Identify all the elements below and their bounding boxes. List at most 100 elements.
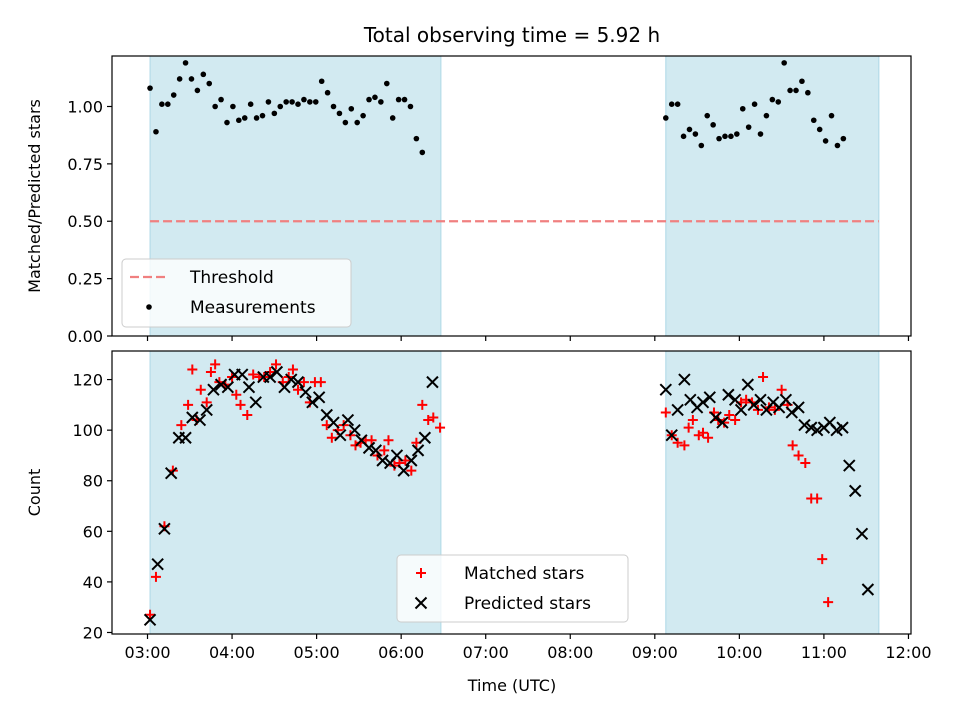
measurement-point <box>176 76 183 82</box>
legend-swatch <box>146 304 152 310</box>
predicted-star-point <box>214 378 228 391</box>
measurement-point <box>389 115 396 121</box>
predicted-star-point <box>334 429 347 442</box>
measurement-point <box>301 96 307 103</box>
x-tick-label: 12:00 <box>885 643 931 662</box>
measurement-point <box>734 131 740 137</box>
matched-star-point <box>776 384 787 395</box>
matched-star-point <box>800 458 811 469</box>
predicted-star-point <box>369 444 383 457</box>
x-tick-label: 08:00 <box>547 643 593 662</box>
legend-label: Matched stars <box>464 564 584 584</box>
measurement-point <box>360 112 366 119</box>
x-tick-label: 05:00 <box>294 643 340 662</box>
matched-star-point <box>150 571 161 582</box>
ratio-panel: 0.00 0.25 0.50 0.75 1.00 Matched/Predicted st… <box>25 55 912 346</box>
measurement-point <box>413 135 420 142</box>
predicted-star-point <box>848 484 862 498</box>
predicted-star-point <box>843 459 856 472</box>
measurement-point <box>686 126 693 133</box>
measurement-point <box>165 101 171 107</box>
matched-star-point <box>201 397 212 408</box>
x-tick-label: 07:00 <box>463 643 509 662</box>
measurement-point <box>775 99 782 105</box>
matched-star-point <box>787 440 798 451</box>
measurement-point <box>799 78 805 85</box>
measurement-point <box>751 101 758 107</box>
predicted-star-point <box>665 429 678 442</box>
matched-star-point <box>366 435 377 446</box>
predicted-star-point <box>285 373 298 386</box>
predicted-star-point <box>193 413 207 427</box>
observing-window-2 <box>665 55 880 337</box>
measurement-point <box>153 128 159 135</box>
predicted-star-point <box>734 403 748 417</box>
measurement-point <box>793 87 799 94</box>
predicted-star-point <box>327 416 340 429</box>
predicted-star-point <box>810 423 824 437</box>
x-axis-label: Time (UTC) <box>467 676 556 695</box>
matched-star-point <box>698 427 709 438</box>
y-tick-label: 40 <box>83 573 103 592</box>
measurement-point <box>336 110 343 117</box>
measurement-point <box>224 119 230 126</box>
predicted-star-point <box>785 406 798 419</box>
predicted-star-point <box>263 370 277 384</box>
matched-star-point <box>176 420 187 431</box>
measurement-point <box>295 101 301 107</box>
measurement-point <box>147 85 153 91</box>
matched-star-point <box>183 399 194 410</box>
legend-box <box>396 554 629 623</box>
measurement-point <box>704 112 711 119</box>
matched-star-point <box>242 409 253 420</box>
matched-star-point <box>730 415 741 426</box>
measurement-point <box>247 101 254 107</box>
matched-star-point <box>812 493 823 504</box>
matched-star-point <box>389 460 400 471</box>
series-measurements <box>147 60 847 156</box>
measurement-point <box>307 99 313 105</box>
matched-star-point <box>428 412 439 423</box>
measurement-point <box>834 142 841 149</box>
predicted-star-point <box>836 421 849 434</box>
matched-star-point <box>205 366 216 377</box>
matched-star-point <box>672 437 683 448</box>
matched-star-point <box>435 422 446 433</box>
measurement-point <box>663 115 669 121</box>
measurement-point <box>312 99 319 105</box>
predicted-star-point <box>426 375 439 389</box>
matched-star-point <box>383 435 394 446</box>
predicted-star-point <box>418 431 432 444</box>
predicted-star-point <box>299 386 312 399</box>
measurement-point <box>395 96 402 103</box>
predicted-star-point <box>221 380 235 394</box>
matched-star-point <box>235 399 246 410</box>
measurement-point <box>668 101 675 107</box>
measurement-point <box>182 60 189 66</box>
matched-star-point <box>703 432 714 443</box>
measurement-point <box>692 131 699 137</box>
matched-star-point <box>293 384 304 395</box>
counts-panel: 20 40 60 80 100 120 03:00 04:00 05:00 06:00 07:00 0… <box>25 350 932 662</box>
measurement-point <box>324 89 331 96</box>
predicted-star-point <box>151 557 164 571</box>
measurement-point <box>828 112 835 119</box>
matched-star-point <box>265 366 276 377</box>
matched-star-point <box>683 422 694 433</box>
predicted-star-point <box>235 368 249 381</box>
x-tick-label: 10:00 <box>716 643 762 662</box>
measurement-point <box>378 99 384 105</box>
predicted-star-point <box>390 449 404 462</box>
y-tick-label: 0.25 <box>67 270 103 289</box>
predicted-star-point <box>671 403 684 417</box>
observing-window-2 <box>665 350 880 635</box>
measurement-point <box>787 87 793 94</box>
matched-star-point <box>379 445 390 456</box>
x-tick-label: 09:00 <box>632 643 678 662</box>
measurement-point <box>259 112 266 119</box>
measurement-point <box>722 133 728 140</box>
matched-star-point <box>817 554 828 565</box>
legend-label: Predicted stars <box>464 594 591 614</box>
measurement-point <box>241 115 248 121</box>
measurement-point <box>366 96 372 103</box>
